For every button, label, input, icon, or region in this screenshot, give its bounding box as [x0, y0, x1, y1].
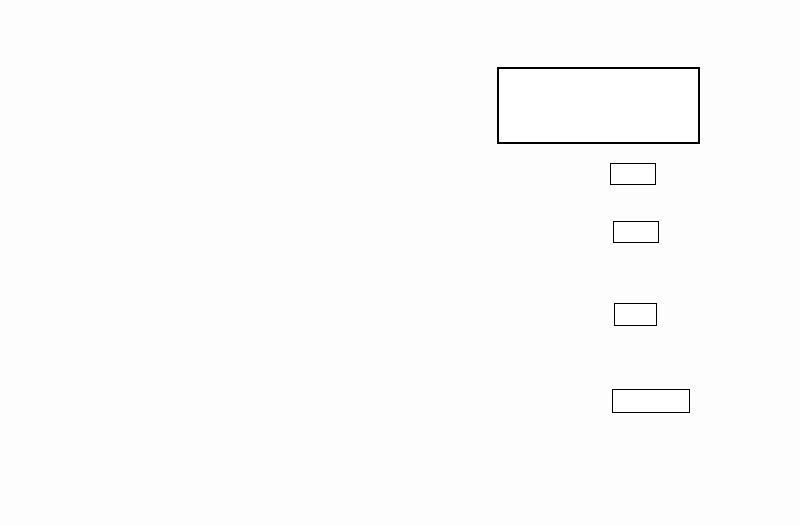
pump-info-box [497, 67, 700, 144]
curve-label-q-npsh3 [612, 389, 690, 413]
curve-label-q-p [614, 303, 657, 326]
curve-label-q-h [613, 221, 659, 243]
curve-label-q-efficiency [610, 163, 656, 185]
